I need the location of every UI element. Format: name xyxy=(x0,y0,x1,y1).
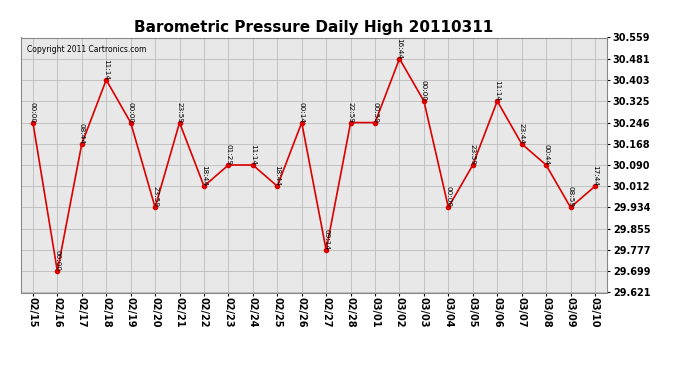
Text: 00:44: 00:44 xyxy=(543,144,549,165)
Text: 18:44: 18:44 xyxy=(201,165,207,186)
Text: 23:44: 23:44 xyxy=(519,123,524,144)
Text: 00:00: 00:00 xyxy=(445,186,451,207)
Text: 23:59: 23:59 xyxy=(177,102,183,123)
Text: 11:14: 11:14 xyxy=(104,59,109,80)
Text: 00:00: 00:00 xyxy=(421,80,427,101)
Text: 09:14: 09:14 xyxy=(323,229,329,250)
Text: 00:00: 00:00 xyxy=(55,250,60,271)
Text: 16:44: 16:44 xyxy=(397,38,402,59)
Text: 23:59: 23:59 xyxy=(152,186,158,207)
Text: 22:59: 22:59 xyxy=(348,102,353,123)
Text: 23:59: 23:59 xyxy=(470,144,476,165)
Title: Barometric Pressure Daily High 20110311: Barometric Pressure Daily High 20110311 xyxy=(135,20,493,35)
Text: 08:44: 08:44 xyxy=(79,123,85,144)
Text: Copyright 2011 Cartronics.com: Copyright 2011 Cartronics.com xyxy=(26,45,146,54)
Text: 00:00: 00:00 xyxy=(30,102,36,123)
Text: 18:44: 18:44 xyxy=(275,165,280,186)
Text: 08:59: 08:59 xyxy=(568,186,573,207)
Text: 17:44: 17:44 xyxy=(592,165,598,186)
Text: 00:00: 00:00 xyxy=(128,102,134,123)
Text: 11:14: 11:14 xyxy=(250,144,256,165)
Text: 00:59: 00:59 xyxy=(372,102,378,123)
Text: 00:14: 00:14 xyxy=(299,102,305,123)
Text: 11:14: 11:14 xyxy=(494,80,500,101)
Text: 01:29: 01:29 xyxy=(226,144,231,165)
